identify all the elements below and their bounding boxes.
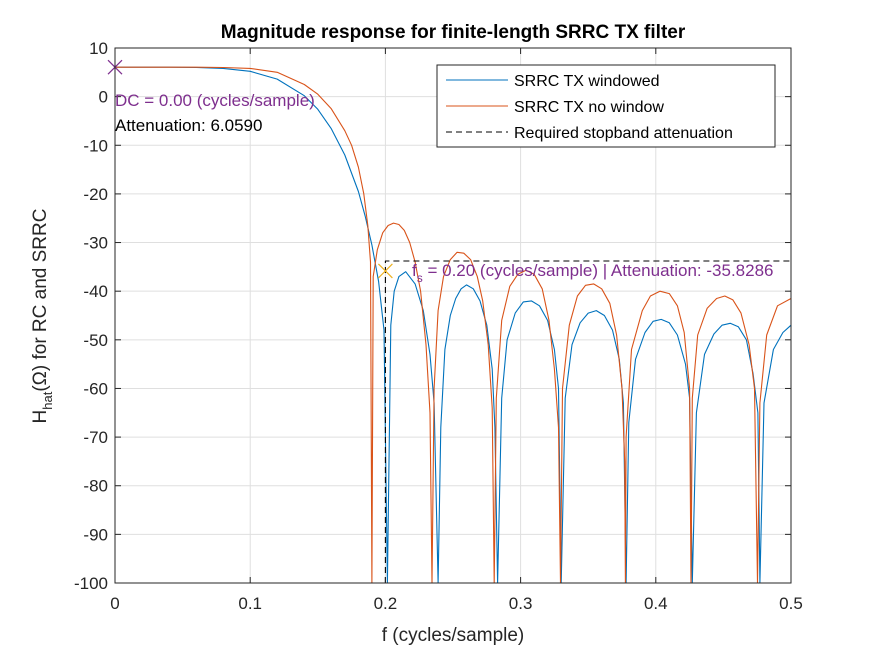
y-tick-label: -60 [83, 379, 108, 398]
series-required-stopband [384, 260, 791, 583]
legend-label-no-window: SRRC TX no window [514, 99, 664, 116]
series-layer [115, 66, 791, 583]
y-tick-label: -10 [83, 136, 108, 155]
y-tick-label: -80 [83, 477, 108, 496]
y-tick-label: -20 [83, 185, 108, 204]
y-axis-label-h: H [30, 410, 51, 424]
y-tick-label: -40 [83, 282, 108, 301]
fs-value-text: = 0.20 (cycles/sample) | Attenuation: -3… [423, 261, 774, 280]
x-tick-label: 0.2 [374, 594, 398, 613]
y-tick-label: -70 [83, 428, 108, 447]
legend-label-required-stopband: Required stopband attenuation [514, 125, 733, 142]
y-tick-label: -50 [83, 331, 108, 350]
y-axis-label-rest: (Ω) for RC and SRRC [30, 209, 51, 392]
y-tick-label: 0 [99, 88, 108, 107]
x-tick-label: 0.3 [509, 594, 533, 613]
tick-marks [114, 47, 792, 584]
x-tick-label: 0.4 [644, 594, 668, 613]
x-tick-label: 0.1 [238, 594, 262, 613]
y-tick-label: -30 [83, 234, 108, 253]
y-tick-label: -100 [74, 574, 108, 593]
y-axis-label-sub: hat [40, 391, 55, 409]
stopband-edge-marker [377, 263, 393, 279]
dc-frequency-label: DC = 0.00 (cycles/sample) [115, 91, 315, 110]
stopband-edge-label: fs = 0.20 (cycles/sample) | Attenuation:… [412, 261, 774, 285]
fs-symbol: f [412, 261, 417, 280]
dc-attenuation-label: Attenuation: 6.0590 [115, 116, 262, 135]
y-axis-label: Hhat(Ω) for RC and SRRC [30, 209, 55, 424]
x-tick-label: 0.5 [779, 594, 803, 613]
fs-subscript: s [417, 271, 423, 285]
legend-label-windowed: SRRC TX windowed [514, 73, 660, 90]
legend: SRRC TX windowed SRRC TX no window Requi… [436, 64, 776, 148]
y-tick-labels: 10 0 -10 -20 -30 -40 -50 -60 -70 -80 -90 -100 [74, 39, 108, 593]
series-srrc-no-window [115, 66, 791, 583]
plot-frame [114, 47, 792, 584]
x-axis-label: f (cycles/sample) [382, 625, 525, 646]
x-tick-label: 0 [110, 594, 119, 613]
x-tick-labels: 0 0.1 0.2 0.3 0.4 0.5 [110, 594, 803, 613]
y-tick-label: 10 [89, 39, 108, 58]
chart-title: Magnitude response for finite-length SRR… [221, 22, 686, 43]
y-tick-label: -90 [83, 525, 108, 544]
